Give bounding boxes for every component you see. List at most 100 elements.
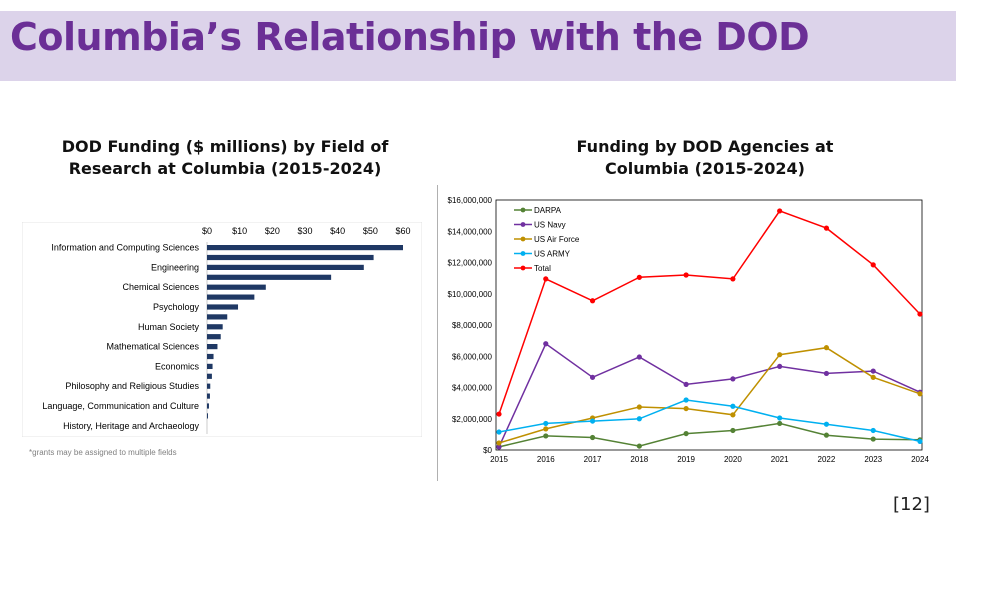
data-point (589, 434, 596, 441)
data-point (917, 391, 923, 397)
legend-label: Total (534, 264, 551, 273)
y-tick-label: $8,000,000 (452, 321, 493, 330)
category-label: Human Society (138, 322, 200, 332)
data-point (496, 429, 502, 435)
data-point (870, 427, 876, 434)
category-label: Mathematical Sciences (106, 342, 199, 352)
legend-label: DARPA (534, 206, 562, 215)
x-tick-label: 2015 (490, 455, 508, 464)
series-line (498, 209, 921, 415)
x-tick-label: $60 (395, 226, 410, 236)
x-tick-label: $40 (330, 226, 345, 236)
bar (207, 353, 214, 360)
bar (207, 245, 403, 251)
x-tick-label: $10 (232, 226, 247, 236)
chart-divider (437, 185, 438, 481)
data-point (496, 444, 502, 450)
bar (207, 254, 374, 261)
category-label: Engineering (151, 262, 199, 272)
data-point (683, 381, 689, 387)
x-tick-label: $0 (202, 226, 212, 236)
data-point (870, 262, 876, 268)
data-point (823, 421, 830, 427)
x-tick-label: $30 (297, 226, 312, 236)
x-tick-label: 2016 (537, 455, 555, 464)
data-point (636, 274, 642, 280)
data-point (777, 420, 783, 427)
category-label: Information and Computing Sciences (51, 243, 199, 253)
legend-marker (520, 207, 526, 213)
category-label: History, Heritage and Archaeology (63, 421, 199, 431)
bar (207, 294, 255, 300)
data-point (496, 440, 502, 446)
plot-area (495, 199, 923, 451)
footnote: *grants may be assigned to multiple fiel… (29, 448, 177, 457)
data-point (870, 436, 876, 442)
y-tick-label: $16,000,000 (448, 196, 493, 205)
x-tick-label: 2023 (864, 455, 882, 464)
bar (207, 363, 213, 369)
data-point (823, 432, 830, 438)
series-line (498, 422, 921, 448)
data-point (777, 352, 783, 358)
category-label: Economics (155, 361, 200, 371)
data-point (917, 438, 923, 445)
y-tick-label: $4,000,000 (452, 384, 493, 393)
bar (207, 373, 212, 379)
data-point (683, 272, 689, 278)
data-point (636, 354, 642, 360)
data-point (730, 412, 736, 418)
category-label: Language, Communication and Culture (42, 401, 199, 411)
data-point (636, 443, 642, 449)
data-point (636, 404, 642, 410)
bar (207, 393, 210, 399)
data-point (730, 427, 736, 434)
bar (207, 304, 239, 310)
data-point (543, 433, 549, 439)
data-point (777, 208, 783, 214)
data-point (589, 298, 596, 304)
data-point (543, 420, 549, 427)
x-tick-label: 2024 (911, 455, 929, 464)
data-point (543, 276, 549, 282)
x-tick-label: 2022 (818, 455, 836, 464)
x-tick-label: 2021 (771, 455, 789, 464)
slide-number: [12] (893, 494, 930, 515)
bar (207, 334, 221, 340)
x-tick-label: 2017 (584, 455, 602, 464)
data-point (730, 376, 736, 382)
data-point (543, 426, 549, 432)
data-point (589, 374, 596, 380)
data-point (683, 405, 689, 412)
series-line (498, 342, 921, 448)
line-chart-title: Funding by DOD Agencies at Columbia (201… (576, 137, 834, 178)
data-point (823, 225, 830, 231)
bar (207, 264, 364, 270)
data-point (823, 370, 830, 377)
legend-label: US Navy (534, 221, 566, 230)
data-point (730, 276, 736, 282)
legend-marker (520, 251, 526, 256)
category-label: Psychology (153, 302, 200, 312)
bar (207, 383, 211, 389)
legend-label: US Air Force (534, 235, 580, 244)
legend-marker (520, 265, 526, 271)
x-tick-label: 2019 (677, 455, 695, 464)
x-tick-label: $20 (265, 226, 280, 236)
agency-funding-line-chart: $0 $2,000,000 $4,000,000 $6,000,000 $8,000,0… (448, 196, 930, 464)
x-tick-label: 2018 (630, 455, 648, 464)
series-line (498, 346, 921, 444)
x-tick-label: 2020 (724, 455, 742, 464)
bar (207, 324, 223, 330)
data-point (777, 363, 783, 370)
y-tick-label: $6,000,000 (452, 352, 493, 361)
data-point (870, 374, 876, 380)
legend-marker (520, 222, 526, 227)
y-tick-label: $12,000,000 (448, 259, 493, 268)
field-funding-bar-chart: $0 $10 $20 $30 $40 $50 $60 Information and Comp… (22, 222, 422, 437)
title-band (0, 11, 956, 81)
bar (207, 344, 218, 350)
bar (207, 284, 266, 290)
bar (207, 413, 208, 419)
series-line (498, 399, 921, 443)
